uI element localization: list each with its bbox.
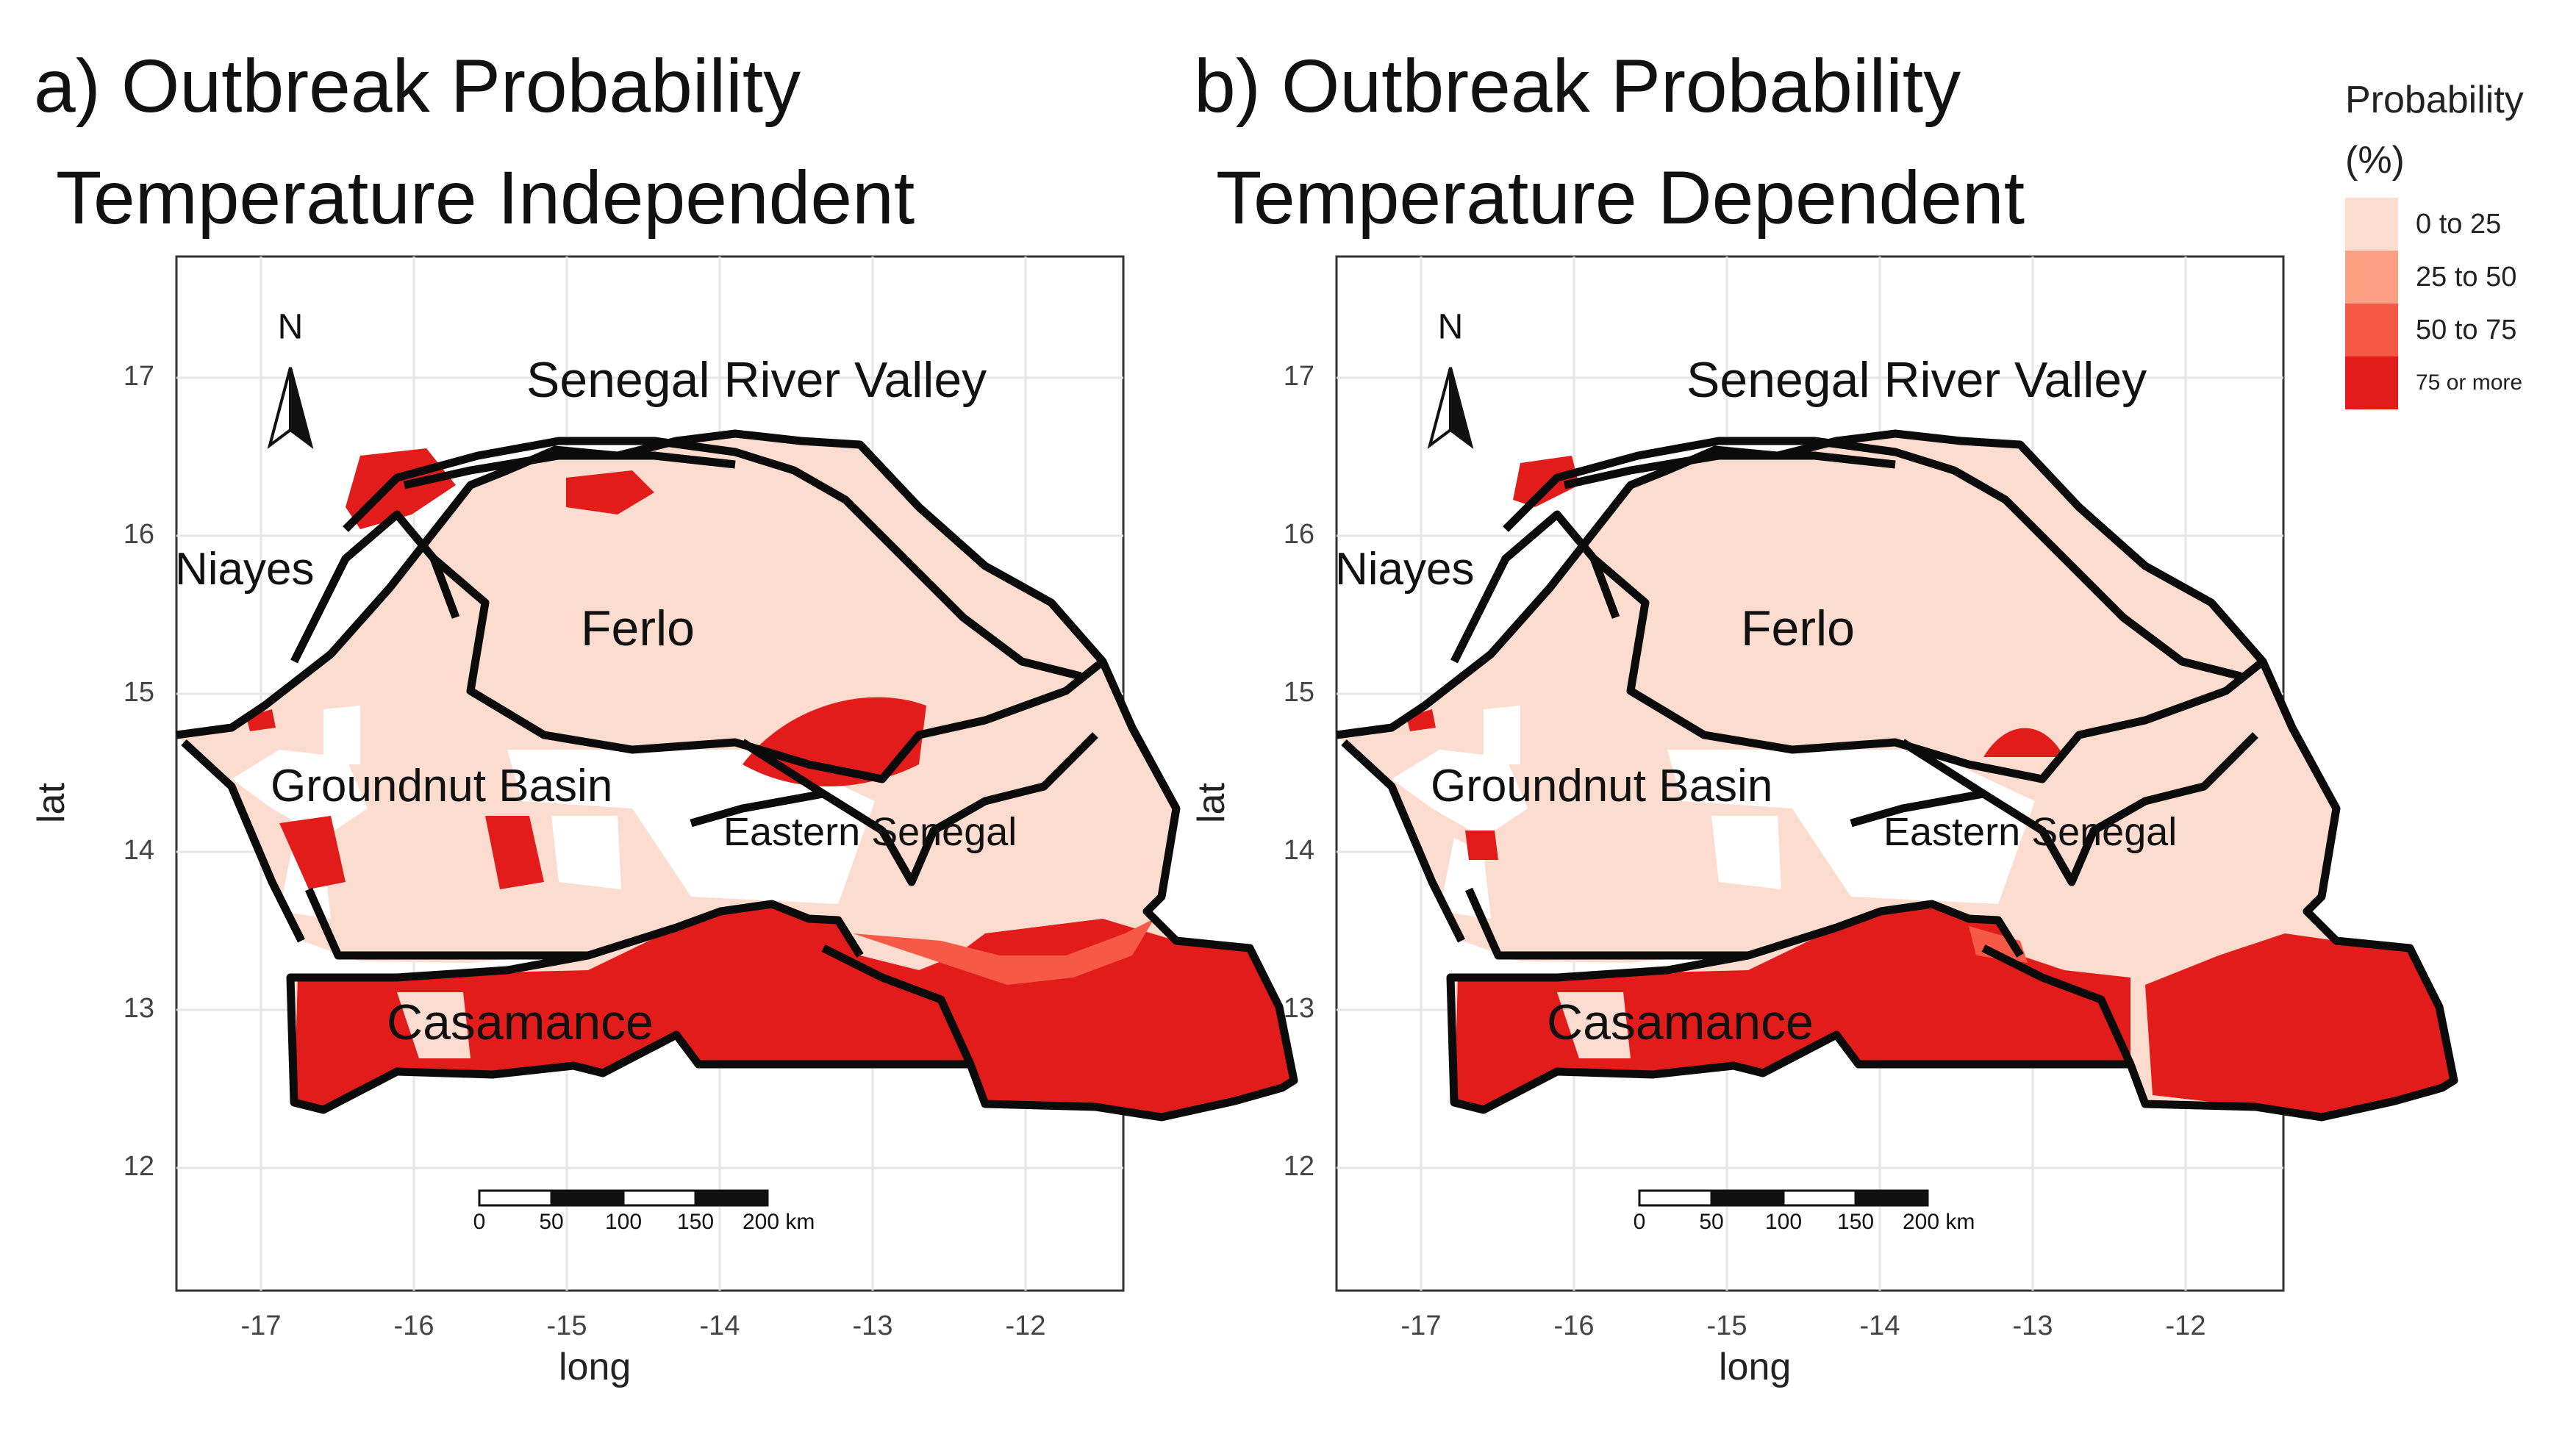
- panel-b-scale-bar: 0 50 100 150 200 km: [1634, 1189, 1975, 1234]
- panel-a-y-tick: 14: [124, 835, 154, 866]
- panel-a-y-tick: 12: [124, 1151, 154, 1182]
- panel-a-scale-tick: 200 km: [743, 1210, 815, 1234]
- panel-a-region-senegal-river-valley: Senegal River Valley: [526, 352, 987, 408]
- panel-a-scale-bar: 0 50 100 150 200 km: [473, 1189, 815, 1234]
- panel-a-scale-tick: 50: [539, 1210, 563, 1234]
- panel-b-scale-tick: 200 km: [1903, 1210, 1975, 1234]
- panel-a-region-ferlo: Ferlo: [581, 600, 695, 656]
- panel-a-scale-tick: 0: [473, 1210, 486, 1234]
- legend-label: 0 to 25: [2416, 208, 2502, 240]
- legend-label: 25 to 50: [2416, 261, 2517, 293]
- panel-b-map: [1337, 434, 2454, 1117]
- panel-b-region-ferlo: Ferlo: [1741, 600, 1855, 656]
- panel-b-x-tick: -12: [2166, 1310, 2206, 1341]
- panel-a-title-line2: Temperature Independent: [56, 156, 915, 240]
- panel-b-region-senegal-river-valley: Senegal River Valley: [1686, 352, 2147, 408]
- panel-b-y-tick: 12: [1284, 1151, 1314, 1182]
- panel-b-title-line1: b) Outbreak Probability: [1194, 44, 1961, 128]
- panel-b-region-eastern-senegal: Eastern Senegal: [1883, 810, 2177, 854]
- panel-b-region-niayes: Niayes: [1335, 544, 1475, 595]
- panel-a-x-title: long: [559, 1346, 632, 1388]
- panel-b-scale-tick: 100: [1765, 1210, 1802, 1234]
- panel-a-region-niayes: Niayes: [175, 544, 315, 595]
- panel-a-x-tick: -13: [853, 1310, 893, 1341]
- panel-a-region-groundnut-basin: Groundnut Basin: [271, 761, 612, 811]
- panel-a-map: [176, 434, 1294, 1117]
- legend-title-line2: (%): [2345, 139, 2405, 182]
- panel-a-y-tick: 16: [124, 519, 154, 550]
- panel-b-x-tick: -13: [2013, 1310, 2053, 1341]
- legend-swatch: [2345, 356, 2398, 409]
- panel-a-north-arrow-icon: N: [267, 308, 314, 450]
- panel-b-y-tick: 14: [1284, 835, 1314, 866]
- panel-a-x-tick: -12: [1006, 1310, 1046, 1341]
- legend-swatch: [2345, 251, 2398, 304]
- panel-a-title-line1: a) Outbreak Probability: [34, 44, 801, 128]
- panel-b-region-casamance: Casamance: [1547, 994, 1814, 1050]
- panel-a-x-tick: -17: [241, 1310, 282, 1341]
- legend-label: 50 to 75: [2416, 314, 2517, 345]
- panel-a-region-casamance: Casamance: [387, 994, 654, 1050]
- panel-b-north-arrow-icon: N: [1427, 308, 1474, 450]
- panel-b-x-tick: -15: [1707, 1310, 1747, 1341]
- legend-swatch: [2345, 304, 2398, 356]
- panel-b-y-tick: 17: [1284, 361, 1314, 392]
- legend-item: 50 to 75: [2345, 304, 2524, 356]
- legend-label: 75 or more: [2416, 370, 2523, 395]
- legend-title-line1: Probability: [2345, 79, 2524, 121]
- panel-b-region-groundnut-basin: Groundnut Basin: [1431, 761, 1772, 811]
- panel-a-scale-tick: 150: [677, 1210, 714, 1234]
- panel-a-north-label: N: [278, 308, 304, 347]
- legend-item: 25 to 50: [2345, 251, 2524, 304]
- panel-b-axis-ticks: -17 -16 -15 -14 -13 -12 17 16 15 14 13 1…: [1284, 361, 2206, 1341]
- panel-a-region-eastern-senegal: Eastern Senegal: [723, 810, 1017, 854]
- panel-a-y-tick: 13: [124, 993, 154, 1024]
- panel-b-scale-tick: 50: [1699, 1210, 1723, 1234]
- panel-a-y-tick: 15: [124, 677, 154, 708]
- panel-b-y-tick: 16: [1284, 519, 1314, 550]
- legend-item: 75 or more: [2345, 356, 2524, 409]
- panel-a-x-tick: -16: [394, 1310, 434, 1341]
- panel-a-axis-ticks: -17 -16 -15 -14 -13 -12 17 16 15 14 13 1…: [124, 361, 1046, 1341]
- panel-b-title-line2: Temperature Dependent: [1216, 156, 2025, 240]
- probability-legend: Probability (%) 0 to 25 25 to 50 50 to 7…: [2345, 70, 2524, 409]
- panel-b-x-tick: -17: [1401, 1310, 1442, 1341]
- panel-a-scale-tick: 100: [605, 1210, 642, 1234]
- legend-item: 0 to 25: [2345, 198, 2524, 251]
- panel-b-x-tick: -16: [1554, 1310, 1595, 1341]
- panel-b-y-tick: 15: [1284, 677, 1314, 708]
- panel-a-y-tick: 17: [124, 361, 154, 392]
- panel-a-x-tick: -14: [700, 1310, 740, 1341]
- panel-b-north-label: N: [1438, 308, 1464, 347]
- panel-b-scale-tick: 0: [1634, 1210, 1646, 1234]
- panel-b-scale-tick: 150: [1837, 1210, 1874, 1234]
- panel-a-x-tick: -15: [547, 1310, 587, 1341]
- legend-swatch: [2345, 198, 2398, 251]
- panel-b-x-title: long: [1719, 1346, 1792, 1388]
- panel-b-x-tick: -14: [1860, 1310, 1900, 1341]
- panel-b-y-tick: 13: [1284, 993, 1314, 1024]
